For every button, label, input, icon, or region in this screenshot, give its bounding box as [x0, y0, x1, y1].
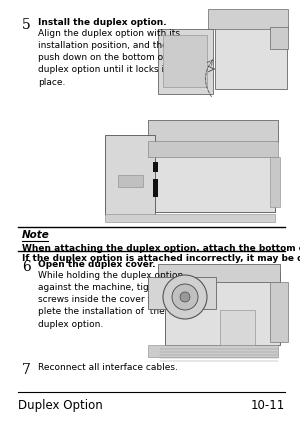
Bar [155, 15, 293, 110]
Text: 6: 6 [22, 259, 31, 273]
Text: 5: 5 [22, 18, 31, 32]
Text: Note: Note [22, 230, 50, 239]
Bar [158, 265, 280, 282]
Text: If the duplex option is attached incorrectly, it may be damaged.: If the duplex option is attached incorre… [22, 253, 300, 262]
Bar [153, 163, 158, 173]
Bar [148, 142, 278, 158]
Text: 7: 7 [22, 362, 31, 376]
Text: While holding the duplex option
against the machine, tighten the
screws inside t: While holding the duplex option against … [38, 271, 188, 328]
Bar [165, 273, 280, 345]
Text: Align the duplex option with its
installation position, and then
push down on th: Align the duplex option with its install… [38, 29, 184, 86]
Bar [270, 282, 288, 342]
Bar [270, 158, 280, 207]
Text: Reconnect all interface cables.: Reconnect all interface cables. [38, 362, 178, 371]
Bar [208, 10, 288, 30]
Text: When attaching the duplex option, attach the bottom of the option first.: When attaching the duplex option, attach… [22, 243, 300, 253]
Bar [158, 30, 213, 95]
Text: Duplex Option: Duplex Option [18, 398, 103, 411]
Bar [163, 36, 207, 88]
Bar [105, 136, 155, 216]
Circle shape [163, 275, 207, 319]
Bar [148, 121, 278, 143]
Bar [118, 176, 143, 187]
Bar [270, 28, 288, 50]
Circle shape [172, 284, 198, 310]
Bar [215, 25, 287, 90]
Bar [105, 215, 275, 222]
Bar [148, 277, 216, 309]
Bar [153, 180, 158, 198]
Bar [155, 135, 275, 213]
Bar [148, 345, 278, 357]
Bar [220, 310, 255, 345]
Bar [143, 257, 291, 357]
Bar [100, 118, 285, 222]
Text: Open the duplex cover.: Open the duplex cover. [38, 259, 155, 268]
Text: Install the duplex option.: Install the duplex option. [38, 18, 166, 27]
Text: 10-11: 10-11 [251, 398, 285, 411]
Circle shape [180, 292, 190, 302]
